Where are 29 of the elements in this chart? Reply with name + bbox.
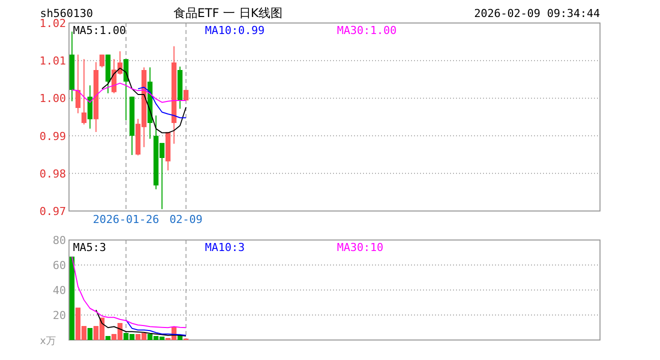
text: MA30:1.00 — [337, 24, 397, 37]
y-tick-label: 0.97 — [40, 205, 66, 218]
y-tick-label: 0.98 — [40, 167, 66, 180]
y-tick-label: 80 — [52, 234, 66, 247]
line-series — [96, 310, 186, 336]
text: sh560130 — [40, 7, 93, 20]
bar — [88, 328, 92, 340]
text: MA5:3 — [73, 241, 106, 254]
text: MA5:1.00 — [73, 24, 126, 37]
y-tick-label: 1.02 — [40, 17, 66, 30]
y-tick-label: 0.99 — [40, 130, 66, 143]
y-tick-label: 20 — [52, 309, 66, 322]
line-series — [138, 86, 186, 118]
y-axis-title: x万 — [40, 336, 56, 347]
y-tick-label: 60 — [52, 259, 66, 272]
bar — [106, 336, 110, 340]
y-tick-label: 40 — [52, 284, 66, 297]
text: MA10:3 — [205, 241, 245, 254]
y-tick-label: 1.00 — [40, 92, 66, 106]
text: MA30:10 — [337, 241, 384, 254]
x-tick-label: 2026-01-26 — [92, 213, 160, 226]
text: MA10:0.99 — [205, 24, 265, 37]
y-tick-label: 1.01 — [40, 54, 66, 68]
text: 食品ETF 一 日K线图 — [173, 6, 283, 20]
x-tick-label: 02-09 — [169, 213, 203, 226]
text: 2026-02-09 09:34:44 — [474, 7, 600, 20]
bar — [70, 256, 74, 340]
line-series — [126, 320, 186, 336]
line-series — [72, 256, 186, 328]
